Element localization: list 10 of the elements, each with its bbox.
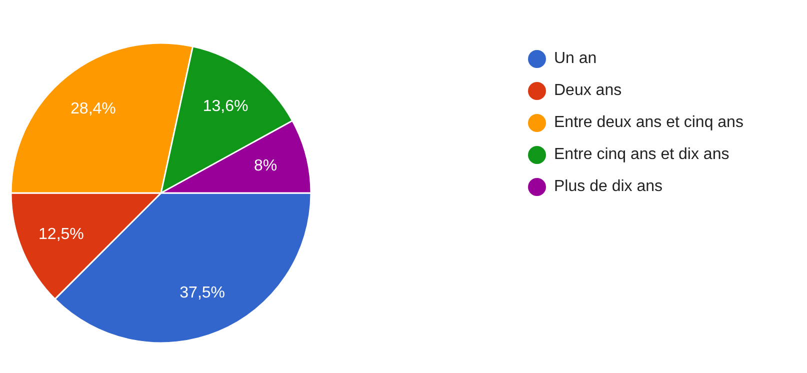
legend-label: Entre deux ans et cinq ans — [554, 114, 744, 132]
data-label: 13,6% — [202, 98, 248, 115]
legend-label: Entre cinq ans et dix ans — [554, 146, 730, 164]
data-label: 12,5% — [38, 226, 84, 243]
data-label: 8% — [254, 158, 278, 175]
data-label: 28,4% — [70, 100, 116, 118]
legend-label: Un an — [554, 50, 597, 68]
data-label: 37,5% — [180, 284, 226, 302]
legend-label: Plus de dix ans — [554, 178, 663, 196]
legend-label: Deux ans — [554, 82, 622, 100]
